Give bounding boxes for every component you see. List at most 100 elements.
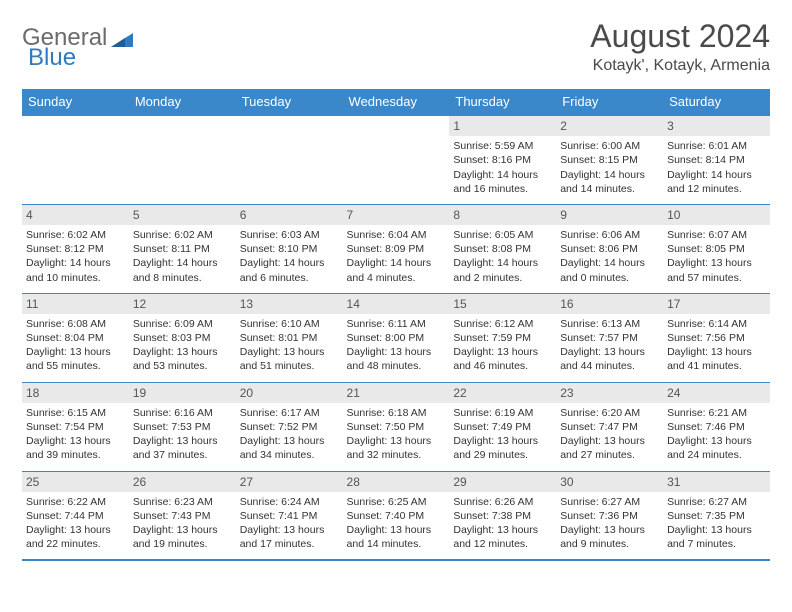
day-info: Sunrise: 6:07 AMSunset: 8:05 PMDaylight:… xyxy=(667,228,766,285)
day-info: Sunrise: 6:24 AMSunset: 7:41 PMDaylight:… xyxy=(240,495,339,552)
day-info: Sunrise: 6:05 AMSunset: 8:08 PMDaylight:… xyxy=(453,228,552,285)
calendar-cell: 4 Sunrise: 6:02 AMSunset: 8:12 PMDaylight… xyxy=(22,204,129,293)
day-info: Sunrise: 6:20 AMSunset: 7:47 PMDaylight:… xyxy=(560,406,659,463)
calendar-cell: 1 Sunrise: 5:59 AMSunset: 8:16 PMDaylight… xyxy=(449,115,556,204)
day-number: 20 xyxy=(236,383,343,403)
day-number: 19 xyxy=(129,383,236,403)
calendar-cell: 31 Sunrise: 6:27 AMSunset: 7:35 PMDayligh… xyxy=(663,471,770,560)
day-info: Sunrise: 6:13 AMSunset: 7:57 PMDaylight:… xyxy=(560,317,659,374)
calendar-cell: 17Sunrise: 6:14 AMSunset: 7:56 PMDayligh… xyxy=(663,293,770,382)
calendar-cell: 25 Sunrise: 6:22 AMSunset: 7:44 PMDayligh… xyxy=(22,471,129,560)
header: General August 2024 Kotayk', Kotayk, Arm… xyxy=(22,18,770,75)
calendar-cell: 10 Sunrise: 6:07 AMSunset: 8:05 PMDayligh… xyxy=(663,204,770,293)
calendar-cell: 20 Sunrise: 6:17 AMSunset: 7:52 PMDayligh… xyxy=(236,382,343,471)
day-number: 27 xyxy=(236,472,343,492)
weekday-header: Monday xyxy=(129,89,236,115)
day-info: Sunrise: 6:14 AMSunset: 7:56 PMDaylight:… xyxy=(667,317,766,374)
calendar-cell: 7 Sunrise: 6:04 AMSunset: 8:09 PMDaylight… xyxy=(343,204,450,293)
calendar-cell xyxy=(236,115,343,204)
calendar-cell: 11Sunrise: 6:08 AMSunset: 8:04 PMDayligh… xyxy=(22,293,129,382)
day-info: Sunrise: 6:03 AMSunset: 8:10 PMDaylight:… xyxy=(240,228,339,285)
day-number: 8 xyxy=(449,205,556,225)
day-number: 30 xyxy=(556,472,663,492)
weekday-header: Thursday xyxy=(449,89,556,115)
day-info: Sunrise: 6:15 AMSunset: 7:54 PMDaylight:… xyxy=(26,406,125,463)
day-number: 3 xyxy=(663,116,770,136)
day-number: 9 xyxy=(556,205,663,225)
day-info: Sunrise: 6:01 AMSunset: 8:14 PMDaylight:… xyxy=(667,139,766,196)
calendar-cell: 15 Sunrise: 6:12 AMSunset: 7:59 PMDayligh… xyxy=(449,293,556,382)
day-number: 26 xyxy=(129,472,236,492)
location: Kotayk', Kotayk, Armenia xyxy=(590,57,770,75)
day-number: 10 xyxy=(663,205,770,225)
calendar-cell: 18 Sunrise: 6:15 AMSunset: 7:54 PMDayligh… xyxy=(22,382,129,471)
calendar-cell: 14 Sunrise: 6:11 AMSunset: 8:00 PMDayligh… xyxy=(343,293,450,382)
weekday-header: Friday xyxy=(556,89,663,115)
day-info: Sunrise: 6:22 AMSunset: 7:44 PMDaylight:… xyxy=(26,495,125,552)
day-number: 18 xyxy=(22,383,129,403)
day-info: Sunrise: 6:11 AMSunset: 8:00 PMDaylight:… xyxy=(347,317,446,374)
calendar-row: 11Sunrise: 6:08 AMSunset: 8:04 PMDayligh… xyxy=(22,293,770,382)
day-info: Sunrise: 6:23 AMSunset: 7:43 PMDaylight:… xyxy=(133,495,232,552)
day-number: 22 xyxy=(449,383,556,403)
day-info: Sunrise: 6:19 AMSunset: 7:49 PMDaylight:… xyxy=(453,406,552,463)
calendar-cell: 29 Sunrise: 6:26 AMSunset: 7:38 PMDayligh… xyxy=(449,471,556,560)
day-number: 29 xyxy=(449,472,556,492)
day-info: Sunrise: 6:00 AMSunset: 8:15 PMDaylight:… xyxy=(560,139,659,196)
calendar-cell: 28Sunrise: 6:25 AMSunset: 7:40 PMDayligh… xyxy=(343,471,450,560)
day-info: Sunrise: 6:27 AMSunset: 7:35 PMDaylight:… xyxy=(667,495,766,552)
calendar-row: 1 Sunrise: 5:59 AMSunset: 8:16 PMDaylight… xyxy=(22,115,770,204)
title-block: August 2024 Kotayk', Kotayk, Armenia xyxy=(590,18,770,75)
day-number: 23 xyxy=(556,383,663,403)
day-number: 14 xyxy=(343,294,450,314)
calendar-cell: 23 Sunrise: 6:20 AMSunset: 7:47 PMDayligh… xyxy=(556,382,663,471)
month-title: August 2024 xyxy=(590,18,770,55)
calendar-cell: 19 Sunrise: 6:16 AMSunset: 7:53 PMDayligh… xyxy=(129,382,236,471)
calendar-cell xyxy=(343,115,450,204)
calendar-cell xyxy=(22,115,129,204)
day-number: 11 xyxy=(22,294,129,314)
weekday-header-row: SundayMondayTuesdayWednesdayThursdayFrid… xyxy=(22,89,770,115)
day-number: 1 xyxy=(449,116,556,136)
calendar-cell: 3 Sunrise: 6:01 AMSunset: 8:14 PMDaylight… xyxy=(663,115,770,204)
calendar-cell: 24Sunrise: 6:21 AMSunset: 7:46 PMDayligh… xyxy=(663,382,770,471)
day-number: 2 xyxy=(556,116,663,136)
calendar-cell: 12 Sunrise: 6:09 AMSunset: 8:03 PMDayligh… xyxy=(129,293,236,382)
day-number: 13 xyxy=(236,294,343,314)
day-number: 4 xyxy=(22,205,129,225)
calendar-cell: 2 Sunrise: 6:00 AMSunset: 8:15 PMDaylight… xyxy=(556,115,663,204)
calendar-cell: 8 Sunrise: 6:05 AMSunset: 8:08 PMDaylight… xyxy=(449,204,556,293)
calendar-cell: 13Sunrise: 6:10 AMSunset: 8:01 PMDayligh… xyxy=(236,293,343,382)
weekday-header: Tuesday xyxy=(236,89,343,115)
day-info: Sunrise: 6:04 AMSunset: 8:09 PMDaylight:… xyxy=(347,228,446,285)
calendar-cell: 5Sunrise: 6:02 AMSunset: 8:11 PMDaylight… xyxy=(129,204,236,293)
day-number: 31 xyxy=(663,472,770,492)
day-info: Sunrise: 6:06 AMSunset: 8:06 PMDaylight:… xyxy=(560,228,659,285)
calendar-row: 18 Sunrise: 6:15 AMSunset: 7:54 PMDayligh… xyxy=(22,382,770,471)
day-number: 7 xyxy=(343,205,450,225)
day-number: 15 xyxy=(449,294,556,314)
weekday-header: Wednesday xyxy=(343,89,450,115)
day-number: 16 xyxy=(556,294,663,314)
day-number: 21 xyxy=(343,383,450,403)
logo-icon xyxy=(111,31,133,49)
day-number: 25 xyxy=(22,472,129,492)
day-info: Sunrise: 6:27 AMSunset: 7:36 PMDaylight:… xyxy=(560,495,659,552)
calendar-cell: 27 Sunrise: 6:24 AMSunset: 7:41 PMDayligh… xyxy=(236,471,343,560)
day-info: Sunrise: 6:02 AMSunset: 8:12 PMDaylight:… xyxy=(26,228,125,285)
day-info: Sunrise: 5:59 AMSunset: 8:16 PMDaylight:… xyxy=(453,139,552,196)
weekday-header: Saturday xyxy=(663,89,770,115)
logo-part2: Blue xyxy=(28,44,76,72)
day-info: Sunrise: 6:26 AMSunset: 7:38 PMDaylight:… xyxy=(453,495,552,552)
calendar-cell: 9 Sunrise: 6:06 AMSunset: 8:06 PMDaylight… xyxy=(556,204,663,293)
day-info: Sunrise: 6:09 AMSunset: 8:03 PMDaylight:… xyxy=(133,317,232,374)
calendar-table: SundayMondayTuesdayWednesdayThursdayFrid… xyxy=(22,89,770,561)
day-info: Sunrise: 6:17 AMSunset: 7:52 PMDaylight:… xyxy=(240,406,339,463)
calendar-cell xyxy=(129,115,236,204)
day-number: 24 xyxy=(663,383,770,403)
day-number: 12 xyxy=(129,294,236,314)
day-number: 28 xyxy=(343,472,450,492)
day-info: Sunrise: 6:12 AMSunset: 7:59 PMDaylight:… xyxy=(453,317,552,374)
calendar-row: 25 Sunrise: 6:22 AMSunset: 7:44 PMDayligh… xyxy=(22,471,770,560)
day-info: Sunrise: 6:16 AMSunset: 7:53 PMDaylight:… xyxy=(133,406,232,463)
